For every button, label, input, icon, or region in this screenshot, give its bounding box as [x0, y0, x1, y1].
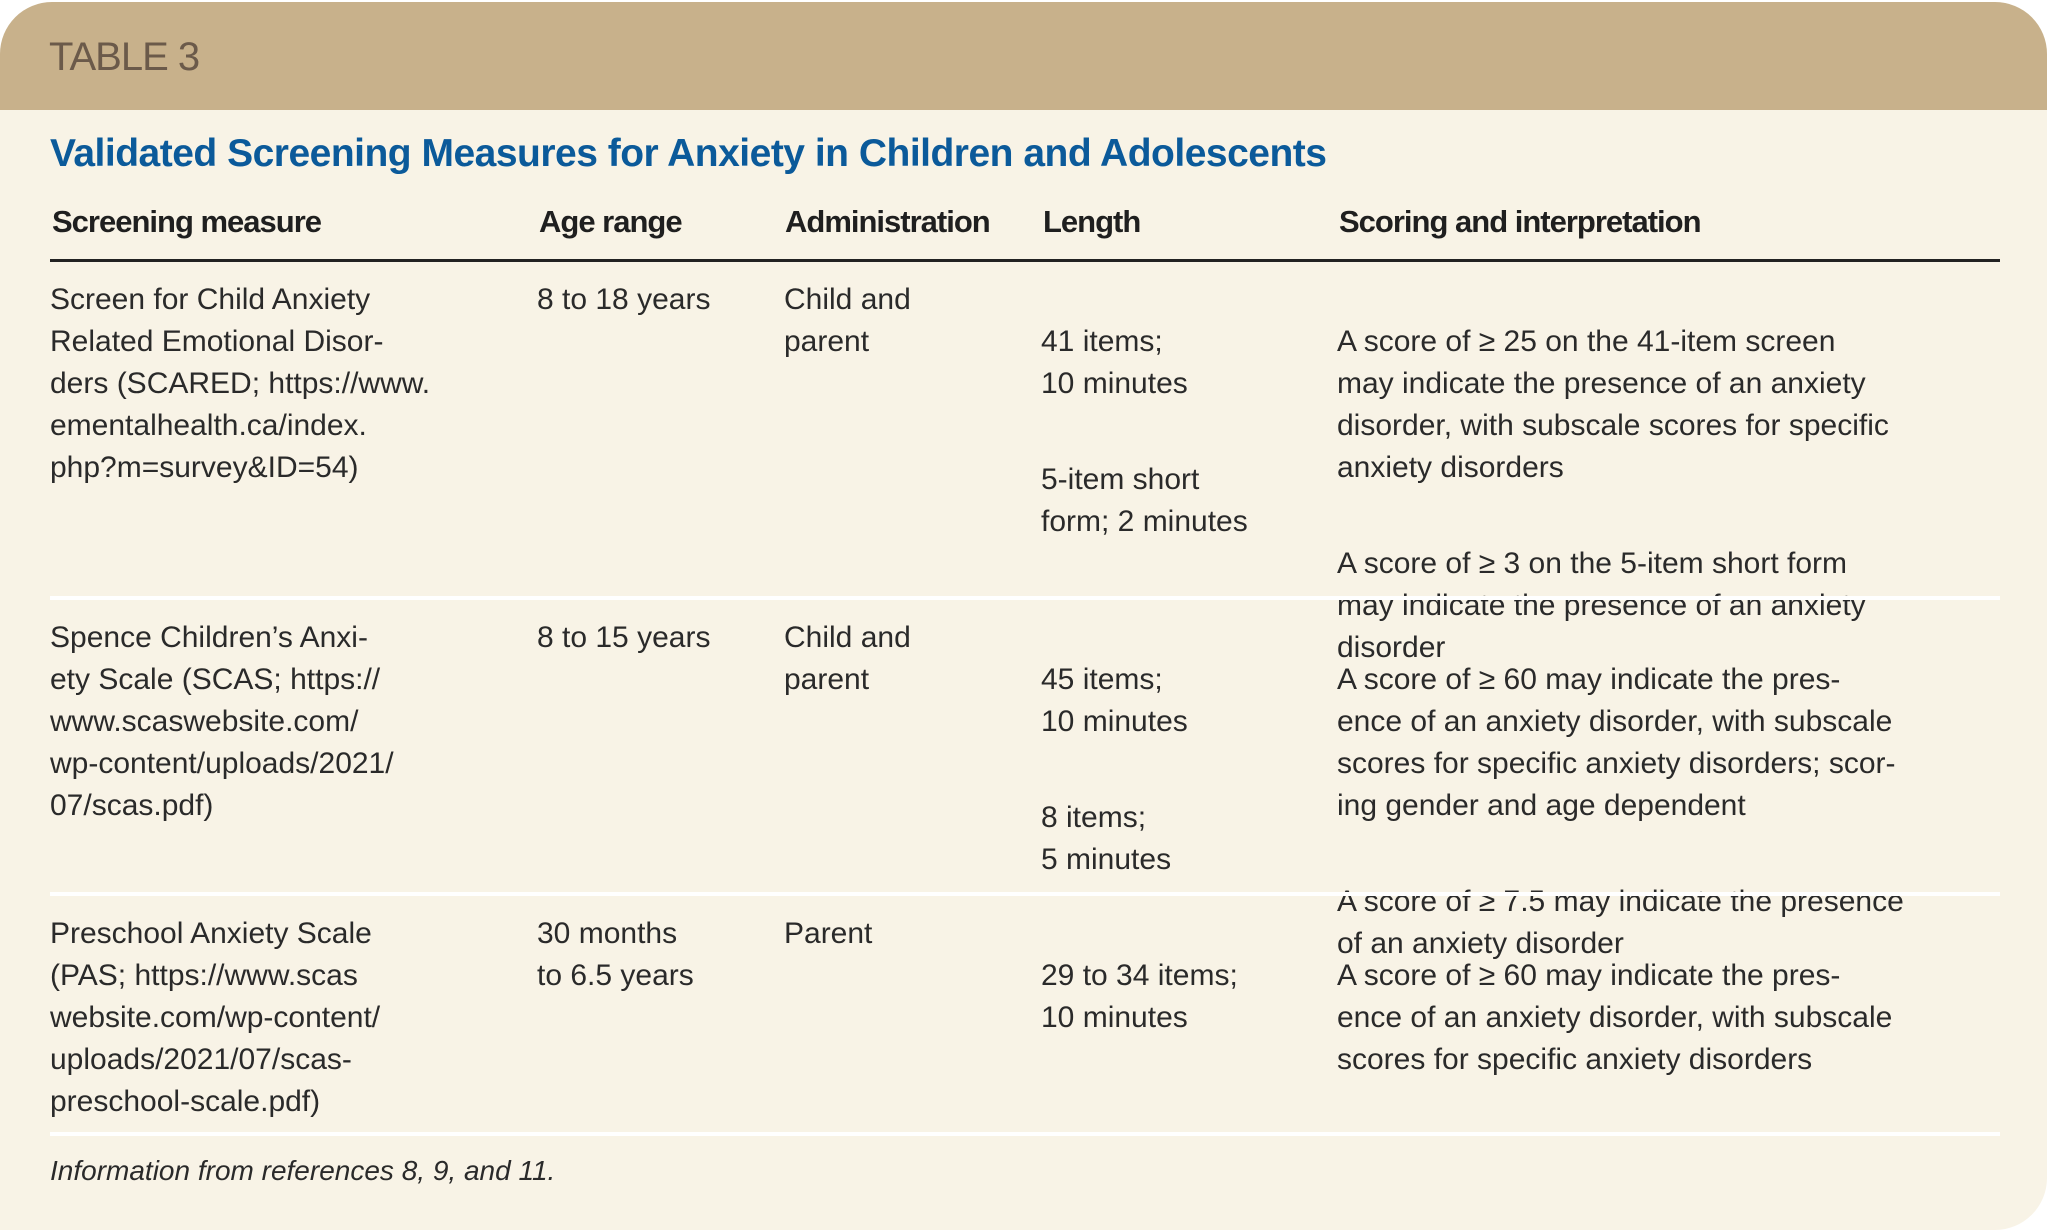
- table-label: TABLE 3: [49, 35, 200, 79]
- cell-age: 30 months to 6.5 years: [537, 917, 694, 992]
- length-line: 29 to 34 items; 10 minutes: [1041, 959, 1238, 1034]
- table-header-band: TABLE 3: [0, 2, 2047, 110]
- length-line: 45 items; 10 minutes: [1041, 663, 1188, 738]
- cell-age: 8 to 15 years: [537, 621, 711, 654]
- cell-length: 41 items; 10 minutes 5-item short form; …: [1041, 279, 1248, 597]
- header-rule: [50, 259, 2000, 262]
- scoring-paragraph: A score of ≥ 25 on the 41-item screen ma…: [1337, 325, 1889, 484]
- length-line: 41 items; 10 minutes: [1041, 325, 1188, 400]
- row-separator: [50, 596, 2000, 600]
- scoring-paragraph: A score of ≥ 60 may indicate the pres- e…: [1337, 959, 1893, 1076]
- column-header-length: Length: [1043, 204, 1141, 239]
- scoring-paragraph: A score of ≥ 60 may indicate the pres- e…: [1337, 663, 1896, 822]
- scoring-paragraph: A score of ≥ 7.5 may indicate the presen…: [1337, 885, 1904, 960]
- length-line: 8 items; 5 minutes: [1041, 801, 1172, 876]
- cell-scoring: A score of ≥ 60 may indicate the pres- e…: [1337, 617, 1904, 1019]
- cell-measure: Preschool Anxiety Scale (PAS; https://ww…: [50, 917, 381, 1118]
- cell-age: 8 to 18 years: [537, 283, 711, 316]
- cell-administration: Parent: [784, 917, 873, 950]
- cell-scoring: A score of ≥ 60 may indicate the pres- e…: [1337, 913, 1892, 1135]
- column-header-age: Age range: [539, 204, 683, 239]
- cell-scoring: A score of ≥ 25 on the 41-item screen ma…: [1337, 279, 1889, 723]
- scoring-paragraph: A score of ≥ 3 on the 5-item short form …: [1337, 547, 1866, 664]
- table-title: Validated Screening Measures for Anxiety…: [50, 132, 1327, 175]
- cell-administration: Child and parent: [784, 283, 911, 358]
- cell-length: 45 items; 10 minutes 8 items; 5 minutes: [1041, 617, 1188, 935]
- cell-measure: Screen for Child Anxiety Related Emotion…: [50, 283, 431, 484]
- column-header-measure: Screening measure: [52, 204, 322, 239]
- cell-administration: Child and parent: [784, 621, 911, 696]
- cell-measure: Spence Children’s Anxi- ety Scale (SCAS;…: [50, 621, 394, 822]
- column-header-administration: Administration: [785, 204, 991, 239]
- row-separator: [50, 892, 2000, 896]
- cell-length: 29 to 34 items; 10 minutes: [1041, 913, 1238, 1093]
- footnote: Information from references 8, 9, and 11…: [50, 1155, 556, 1186]
- length-line: 5-item short form; 2 minutes: [1041, 463, 1248, 538]
- column-header-scoring: Scoring and interpretation: [1339, 204, 1702, 239]
- row-separator: [50, 1132, 2000, 1136]
